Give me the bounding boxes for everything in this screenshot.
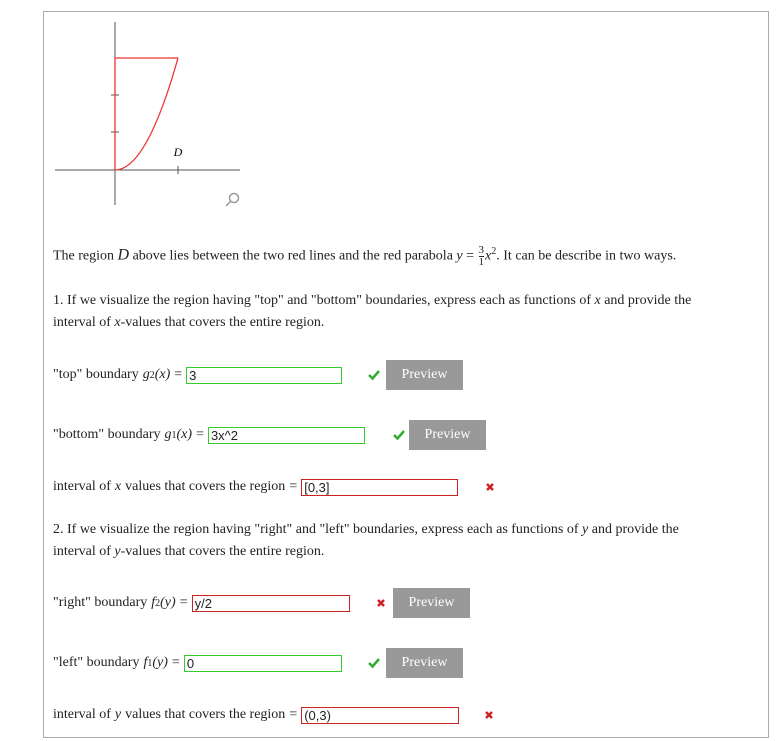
field-argument: (y) [152, 655, 168, 670]
field-label: "bottom" boundary [53, 427, 161, 442]
field-argument: (x) [154, 367, 171, 382]
field-equals: = [171, 655, 180, 670]
field-subscript: 1 [171, 429, 177, 441]
field-argument: (x) [176, 427, 193, 442]
graph: D [55, 22, 240, 207]
field-equals: = [196, 427, 204, 442]
status-icon [393, 430, 405, 441]
cross-mark [485, 711, 493, 719]
cross-mark [486, 483, 494, 491]
cross-mark [377, 599, 385, 607]
answer-input[interactable]: 0 [183, 654, 342, 672]
field-subscript: 1 [147, 657, 153, 669]
field-label: values that covers the region [125, 479, 286, 494]
field-function: f [151, 595, 156, 610]
field-function: x [114, 479, 122, 494]
status-icon [368, 658, 380, 669]
field-row: interval of x values that covers the regio… [53, 472, 459, 502]
field-row: "left" boundary f 1 (y) = 0 [53, 648, 342, 678]
field-function: g [142, 367, 150, 382]
field-function: f [143, 655, 148, 670]
field-label: "left" boundary [53, 655, 140, 670]
field-row: "right" boundary f 2 (y) = y/2 [53, 588, 350, 618]
field-subscript: 2 [155, 597, 161, 609]
answer-input[interactable]: [0,3] [301, 478, 459, 496]
field-function: y [114, 707, 122, 722]
field-row: "top" boundary g 2 (x) = 3 [53, 360, 343, 390]
status-icon [377, 599, 385, 607]
zoom-icon[interactable] [225, 192, 240, 207]
field-label: "top" boundary [53, 367, 139, 382]
preview-button[interactable]: Preview [386, 360, 463, 390]
question-2: 2. If we visualize the region having "ri… [53, 522, 679, 559]
preview-button[interactable]: Preview [393, 588, 470, 618]
question-1: 1. If we visualize the region having "to… [53, 293, 692, 330]
region-label: D [173, 145, 183, 159]
check-mark [368, 370, 380, 381]
answer-input[interactable]: (0,3) [301, 706, 460, 724]
field-label: values that covers the region [125, 707, 286, 722]
preview-button[interactable]: Preview [409, 420, 486, 450]
field-row: interval of y values that covers the regio… [53, 700, 460, 730]
field-function: g [164, 427, 172, 442]
field-equals: = [289, 707, 298, 722]
intro: The region D above lies between the two … [53, 243, 677, 268]
field-equals: = [179, 595, 188, 610]
status-icon [368, 370, 380, 381]
check-mark [393, 430, 405, 441]
region-boundary [114, 57, 179, 171]
field-label: "right" boundary [53, 595, 148, 610]
field-subscript: 2 [149, 369, 155, 381]
field-row: "bottom" boundary g 1 (x) = 3x^2 [53, 420, 365, 450]
field-argument: (y) [160, 595, 176, 610]
answer-input[interactable]: y/2 [191, 594, 350, 612]
problem-box [43, 11, 769, 738]
status-icon [485, 711, 493, 719]
status-icon [486, 483, 494, 491]
field-label: interval of [53, 479, 111, 494]
field-label: interval of [53, 707, 111, 722]
field-equals: = [174, 367, 183, 382]
answer-input[interactable]: 3x^2 [207, 426, 365, 444]
preview-button[interactable]: Preview [386, 648, 463, 678]
field-equals: = [289, 479, 298, 494]
check-mark [368, 658, 380, 669]
answer-input[interactable]: 3 [186, 366, 343, 384]
